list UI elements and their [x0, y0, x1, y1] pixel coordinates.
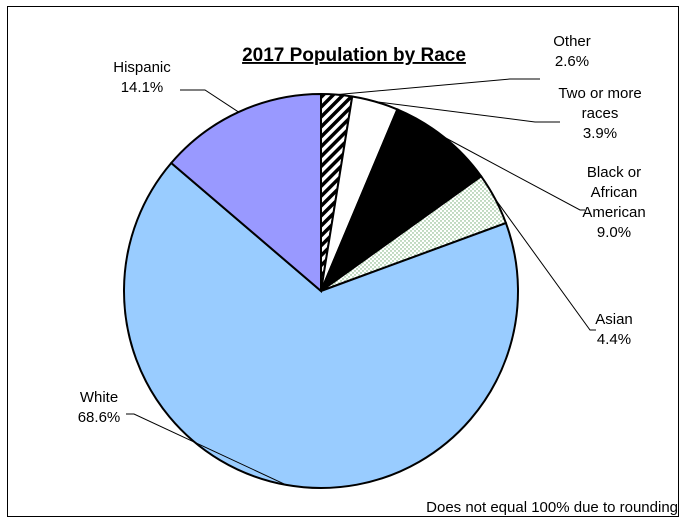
slice-name-label: races: [582, 105, 619, 122]
slice-name-label: Other: [553, 33, 591, 50]
slice-label: Hispanic 14.1%: [113, 59, 171, 96]
slice-label: Black or African American 9.0%: [582, 164, 645, 241]
slice-percent-label: 68.6%: [78, 409, 121, 426]
slice-label: Asian 4.4%: [595, 311, 633, 348]
slice-name-label: Hispanic: [113, 59, 171, 76]
slice-percent-label: 14.1%: [121, 79, 164, 96]
slice-labels: Other 2.6% Two or more races 3.9% Black or Afr…: [78, 33, 646, 426]
leader-line: [126, 413, 287, 486]
slice-label: White 68.6%: [78, 389, 121, 426]
slice-percent-label: 9.0%: [597, 224, 631, 241]
slice-name-label: White: [80, 389, 118, 406]
slice-label: Two or more races 3.9%: [558, 85, 641, 142]
leader-line: [180, 89, 239, 113]
slice-percent-label: 2.6%: [555, 53, 589, 70]
leader-lines: [126, 78, 596, 486]
slice-name-label: Asian: [595, 311, 633, 328]
slice-name-label: American: [582, 204, 645, 221]
slice-label: Other 2.6%: [553, 33, 591, 70]
slice-name-label: Two or more: [558, 85, 641, 102]
slice-name-label: Black or: [587, 164, 641, 181]
slice-percent-label: 4.4%: [597, 331, 631, 348]
leader-line: [375, 101, 560, 123]
pie-slices: [122, 92, 519, 489]
leader-line: [494, 198, 596, 331]
slice-percent-label: 3.9%: [583, 125, 617, 142]
leader-line: [443, 136, 585, 211]
chart-title: 2017 Population by Race: [242, 45, 466, 66]
pie-slice-hispanic: [169, 92, 322, 294]
rounding-note: Does not equal 100% due to rounding: [426, 499, 678, 516]
slice-name-label: African: [591, 184, 638, 201]
leader-line: [336, 78, 540, 96]
